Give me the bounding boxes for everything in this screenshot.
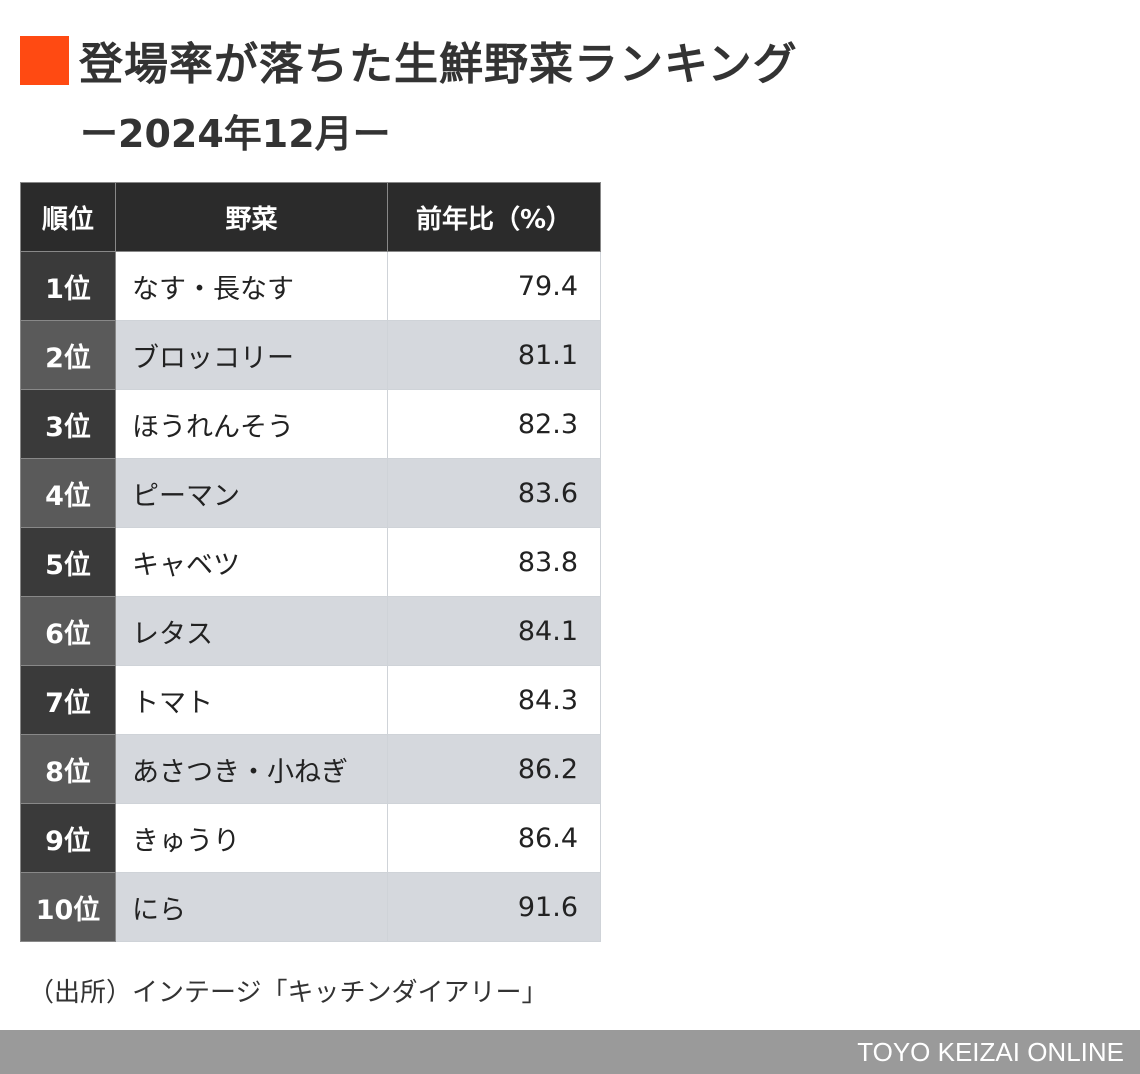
rank-cell: 3位: [20, 389, 116, 459]
ratio-cell: 79.4: [387, 251, 601, 321]
table-row: 2位 ブロッコリー 81.1: [20, 320, 601, 390]
table-row: 4位 ピーマン 83.6: [20, 458, 601, 528]
table-body: 1位 なす・長なす 79.4 2位 ブロッコリー 81.1 3位 ほうれんそう 82.3 4位 ピー…: [20, 251, 601, 942]
ratio-cell: 83.8: [387, 527, 601, 597]
rank-cell: 2位: [20, 320, 116, 390]
ratio-cell: 86.4: [387, 803, 601, 873]
title-row: 登場率が落ちた生鮮野菜ランキング: [20, 30, 1120, 90]
table-row: 6位 レタス 84.1: [20, 596, 601, 666]
ratio-cell: 84.1: [387, 596, 601, 666]
table-row: 7位 トマト 84.3: [20, 665, 601, 735]
rank-cell: 7位: [20, 665, 116, 735]
table-row: 8位 あさつき・小ねぎ 86.2: [20, 734, 601, 804]
source-note: （出所）インテージ「キッチンダイアリー」: [28, 978, 548, 1008]
rank-cell: 5位: [20, 527, 116, 597]
vegetable-cell: キャベツ: [115, 527, 388, 597]
table-row: 9位 きゅうり 86.4: [20, 803, 601, 873]
accent-square-icon: [20, 35, 69, 85]
ratio-cell: 82.3: [387, 389, 601, 459]
header-ratio: 前年比（%）: [387, 182, 601, 252]
page-title: 登場率が落ちた生鮮野菜ランキング: [79, 39, 798, 90]
vegetable-cell: なす・長なす: [115, 251, 388, 321]
header-rank: 順位: [20, 182, 116, 252]
title-block: 登場率が落ちた生鮮野菜ランキング: [20, 30, 1120, 90]
vegetable-cell: あさつき・小ねぎ: [115, 734, 388, 804]
rank-cell: 10位: [20, 872, 116, 942]
page-subtitle: ー2024年12月ー: [80, 112, 391, 156]
header-row: 順位 野菜 前年比（%）: [20, 182, 601, 252]
vegetable-cell: にら: [115, 872, 388, 942]
table-row: 1位 なす・長なす 79.4: [20, 251, 601, 321]
vegetable-cell: きゅうり: [115, 803, 388, 873]
vegetable-cell: レタス: [115, 596, 388, 666]
rank-cell: 9位: [20, 803, 116, 873]
vegetable-cell: ブロッコリー: [115, 320, 388, 390]
rank-cell: 1位: [20, 251, 116, 321]
rank-cell: 6位: [20, 596, 116, 666]
ranking-table: 順位 野菜 前年比（%） 1位 なす・長なす 79.4 2位 ブロッコリー 81.1 3位ほ…: [20, 182, 601, 942]
ratio-cell: 81.1: [387, 320, 601, 390]
vegetable-cell: ほうれんそう: [115, 389, 388, 459]
rank-cell: 4位: [20, 458, 116, 528]
ratio-cell: 91.6: [387, 872, 601, 942]
ratio-cell: 86.2: [387, 734, 601, 804]
table-row: 5位 キャベツ 83.8: [20, 527, 601, 597]
table-row: 10位 にら 91.6: [20, 872, 601, 942]
vegetable-cell: トマト: [115, 665, 388, 735]
vegetable-cell: ピーマン: [115, 458, 388, 528]
table-row: 3位 ほうれんそう 82.3: [20, 389, 601, 459]
header-vegetable: 野菜: [115, 182, 388, 252]
rank-cell: 8位: [20, 734, 116, 804]
footer-brand: TOYO KEIZAI ONLINE: [857, 1037, 1124, 1067]
ratio-cell: 84.3: [387, 665, 601, 735]
ratio-cell: 83.6: [387, 458, 601, 528]
footer-bar: TOYO KEIZAI ONLINE: [0, 1030, 1140, 1074]
